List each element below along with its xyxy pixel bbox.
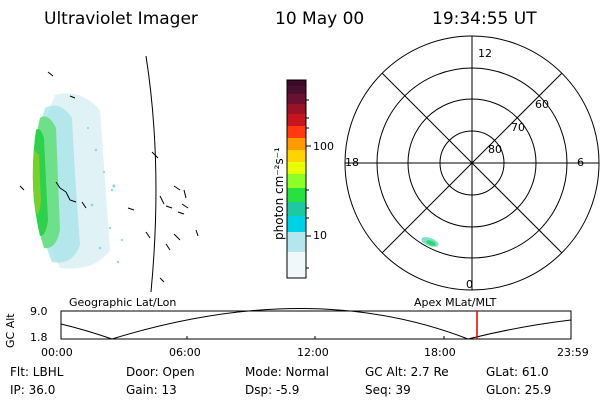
info-glat: GLat: 61.0 (486, 365, 549, 379)
time-label: 19:34:55 UT (432, 9, 537, 29)
info-ip: IP: 36.0 (10, 383, 56, 397)
info-glon: GLon: 25.9 (486, 383, 552, 397)
info-mode: Mode: Normal (245, 365, 329, 379)
mlt-label-18: 18 (345, 156, 359, 169)
polar-aurora-spot (421, 237, 439, 247)
colorbar-tick-100: 100 (313, 140, 334, 153)
timeline-xtick-0000: 00:00 (41, 346, 73, 359)
date-label: 10 May 00 (275, 9, 365, 29)
timeline-xtick-1800: 18:00 (424, 346, 456, 359)
info-gain: Gain: 13 (126, 383, 177, 397)
lat-label-70: 70 (511, 121, 525, 134)
timeline-xtick-0600: 06:00 (169, 346, 201, 359)
info-gcalt: GC Alt: 2.7 Re (365, 365, 449, 379)
mlt-label-0: 0 (466, 278, 473, 291)
altitude-timeline (60, 308, 572, 340)
earth-limb-arc (145, 55, 157, 293)
colorbar (286, 79, 311, 279)
timeline-left-title: Geographic Lat/Lon (69, 296, 177, 309)
colorbar-tick-10: 10 (313, 229, 327, 242)
info-dsp: Dsp: -5.9 (245, 383, 300, 397)
coastline-marks (19, 71, 199, 283)
colorbar-unit-label: photon cm⁻²s⁻¹ (272, 147, 286, 240)
mlt-label-6: 6 (577, 156, 584, 169)
lat-label-80: 80 (488, 143, 502, 156)
info-door: Door: Open (126, 365, 195, 379)
mlt-label-12: 12 (478, 47, 492, 60)
timeline-xtick-2359: 23:59 (557, 346, 589, 359)
lat-label-60: 60 (535, 98, 549, 111)
instrument-title: Ultraviolet Imager (44, 9, 198, 29)
polar-plot (344, 35, 600, 291)
timeline-ytick-top: 9.0 (30, 305, 48, 318)
timeline-yaxis-label: GC Alt (4, 313, 17, 348)
info-seq: Seq: 39 (365, 383, 411, 397)
timeline-right-title: Apex MLat/MLT (414, 296, 497, 309)
timeline-xtick-1200: 12:00 (297, 346, 329, 359)
timeline-ytick-bottom: 1.8 (30, 331, 48, 344)
geographic-image (32, 93, 124, 269)
info-flt: Flt: LBHL (10, 365, 64, 379)
